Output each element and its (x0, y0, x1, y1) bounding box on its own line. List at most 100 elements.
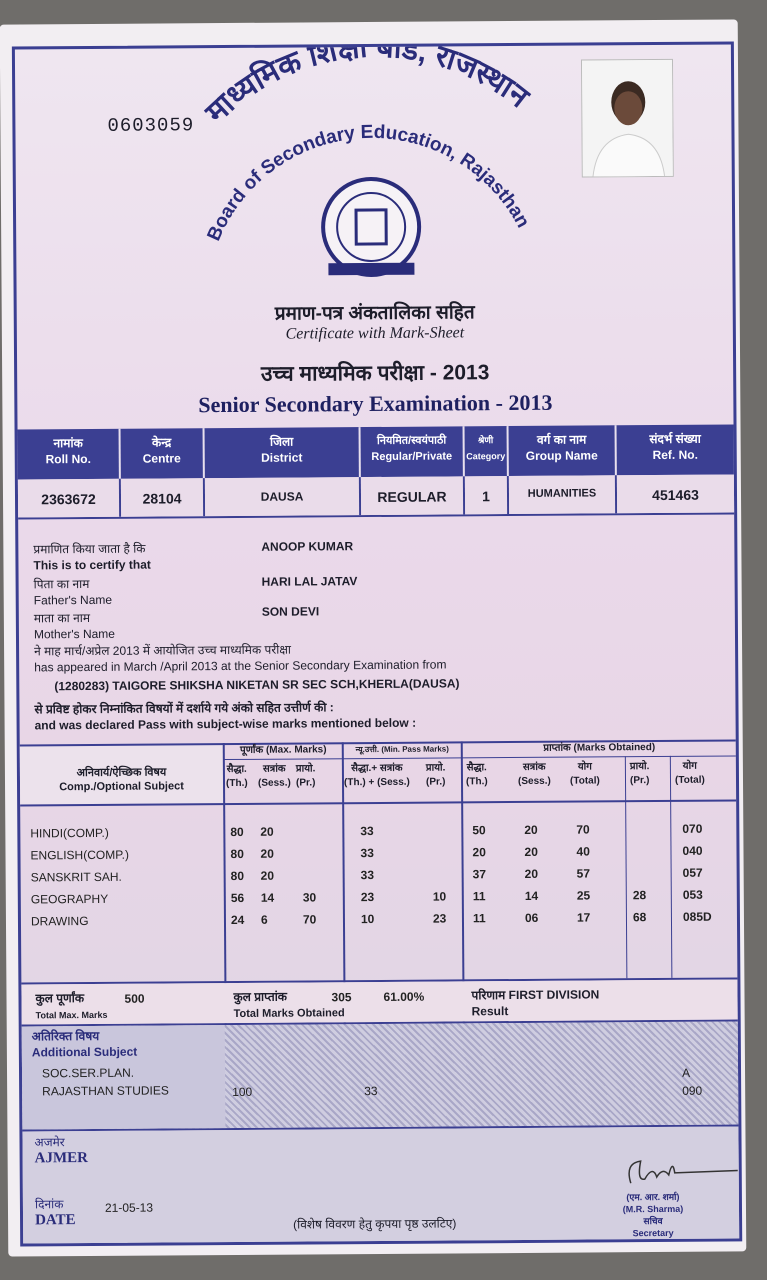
board-seal-icon (321, 177, 422, 278)
marks-min-th-sess: 33 (360, 845, 374, 861)
marks-obt-sess: 14 (524, 888, 539, 903)
marks-min-th-sess: 23 (360, 889, 375, 905)
marks-obt-sess: 06 (524, 910, 539, 925)
marks-subheader: सैद्धा. (Th.) (225, 763, 248, 790)
marks-obt-total: 57 (576, 866, 591, 881)
marks-obt-sess: 20 (524, 822, 538, 837)
marks-subheader: योग (Total) (674, 760, 705, 786)
roll-no: 2363672 (17, 478, 122, 518)
marks-obt-total: 17 (576, 910, 591, 925)
additional-subject-label: अतिरिक्त विषय Additional Subject (31, 1028, 138, 1060)
certify-label: प्रमाणित किया जाता है कि This is to certi… (33, 541, 151, 573)
percentage: 61.00% (383, 989, 425, 1004)
marks-total: 070 (682, 821, 703, 836)
father-name: HARI LAL JATAV (261, 574, 358, 589)
date-label: दिनांक DATE (34, 1197, 76, 1229)
header-roll-no: नामांक Roll No. (17, 428, 121, 480)
exam-title-english: Senior Secondary Examination - 2013 (198, 389, 553, 418)
marks-subject: GEOGRAPHY (30, 891, 109, 907)
additional-max: 100 (232, 1084, 253, 1099)
marks-max-sess: 20 (260, 868, 275, 883)
header-regular-private: नियमित/स्वयंपाठी Regular/Private (360, 426, 465, 478)
father-label: पिता का नाम Father's Name (33, 576, 113, 608)
result-label: परिणाम FIRST DIVISION Result (471, 987, 600, 1019)
ref-no: 451463 (616, 474, 735, 514)
header-district: जिला District (204, 427, 361, 479)
total-max-label: कुल पूर्णांक Total Max. Marks (35, 991, 108, 1021)
marks-obt-total: 40 (576, 844, 590, 859)
marks-min-pr: 10 (432, 889, 447, 904)
additional-subject-1: SOC.SER.PLAN. (41, 1065, 135, 1081)
header-ref-no: संदर्भ संख्या Ref. No. (649, 431, 701, 463)
group-name: HUMANITIES (508, 475, 618, 515)
marks-table: अनिवार्य/ऐच्छिक विषय Comp./Optional Subje… (19, 739, 739, 1144)
student-name: ANOOP KUMAR (261, 539, 354, 554)
mother-label: माता का नाम Mother's Name (33, 610, 115, 642)
total-max-marks: 500 (124, 991, 145, 1006)
marks-total: 085D (682, 909, 712, 924)
additional-marks: 090 (682, 1083, 703, 1098)
marks-subject: SANSKRIT SAH. (30, 869, 122, 885)
marks-max-th: 80 (230, 846, 244, 861)
marks-total: 057 (682, 865, 703, 880)
marksheet-paper: 0603059 माध्यमिक शिक्षा बोर्ड, राजस्थान … (0, 19, 747, 1257)
marks-total: 053 (682, 887, 703, 902)
marks-subheader: सैद्धा.+ सत्रांक (Th.) + (Sess.) (343, 762, 410, 789)
marks-max-th: 24 (230, 912, 245, 927)
marks-subject: DRAWING (30, 913, 89, 929)
marks-obt-th: 20 (472, 845, 486, 860)
marks-max-th: 80 (230, 824, 244, 840)
obtained-marks-header: प्राप्तांक (Marks Obtained) (543, 742, 656, 754)
header-group-name: वर्ग का नाम Group Name (508, 425, 617, 477)
marks-min-th-sess: 10 (360, 911, 375, 927)
school-name: (1280283) TAIGORE SHIKSHA NIKETAN SR SEC… (54, 676, 460, 694)
marks-obt-pr: 28 (632, 888, 647, 903)
additional-grade: A (681, 1065, 691, 1080)
marks-obt-total: 70 (576, 822, 590, 837)
subject-column-header: अनिवार्य/ऐच्छिक विषय Comp./Optional Subje… (59, 766, 184, 794)
marks-max-th: 56 (230, 890, 245, 905)
additional-subject-2: RAJASTHAN STUDIES (42, 1083, 169, 1099)
header-category: श्रेणी Category (464, 426, 509, 477)
declared-text: से प्रविष्ट होकर निम्नांकित विषयों में द… (34, 700, 417, 733)
marks-subheader: योग (Total) (569, 761, 600, 787)
marks-max-pr: 70 (302, 912, 317, 927)
marks-max-sess: 20 (260, 824, 274, 839)
marks-obt-th: 11 (472, 889, 486, 904)
student-photo (580, 58, 674, 178)
marks-subheader: सत्रांक (Sess.) (517, 761, 551, 787)
centre: 28104 (120, 478, 206, 517)
marks-subheader: सत्रांक (Sess.) (257, 763, 291, 789)
marks-obt-sess: 20 (524, 844, 538, 859)
marks-max-th: 80 (230, 868, 245, 883)
result-value: FIRST DIVISION (508, 987, 600, 1003)
max-marks-header: पूर्णांक (Max. Marks) (239, 744, 327, 756)
marks-max-pr: 30 (302, 890, 317, 905)
marks-obt-total: 25 (576, 888, 591, 903)
marks-subject: HINDI(COMP.) (30, 825, 109, 841)
info-table-values: 2363672 28104 DAUSA REGULAR 1 HUMANITIES… (17, 474, 735, 520)
board-name-hindi: माध्यमिक शिक्षा बोर्ड, राजस्थान (198, 45, 536, 130)
secretary-signature (628, 1160, 738, 1184)
marks-obt-sess: 20 (524, 866, 539, 881)
info-table-header: नामांक Roll No. केन्द्र Centre जिला Distric… (17, 424, 734, 480)
marks-total: 040 (682, 843, 703, 858)
issue-date: 21-05-13 (104, 1200, 154, 1215)
marks-obt-th: 11 (472, 911, 486, 926)
marks-min-pr: 23 (432, 911, 447, 926)
marks-max-sess: 6 (260, 912, 268, 927)
marksheet-frame: 0603059 माध्यमिक शिक्षा बोर्ड, राजस्थान … (11, 41, 743, 1247)
min-marks-header: न्यू.उत्ती. (Min. Pass Marks) (355, 744, 449, 755)
total-obtained-label: कुल प्राप्तांक Total Marks Obtained (233, 989, 345, 1020)
marks-subject: ENGLISH(COMP.) (30, 847, 130, 863)
marks-obt-pr: 68 (632, 910, 647, 925)
marks-obt-th: 37 (472, 867, 487, 882)
mother-name: SON DEVI (261, 604, 320, 619)
appeared-text: ने माह मार्च/अप्रेल 2013 में आयोजित उच्च… (34, 642, 447, 675)
regular-private: REGULAR (360, 476, 466, 516)
marks-max-sess: 14 (260, 890, 275, 905)
marks-min-th-sess: 33 (360, 867, 375, 883)
marks-subheader: प्रायो. (Pr.) (629, 761, 650, 787)
additional-min: 33 (364, 1083, 378, 1099)
place-label: अजमेर AJMER (34, 1135, 89, 1167)
